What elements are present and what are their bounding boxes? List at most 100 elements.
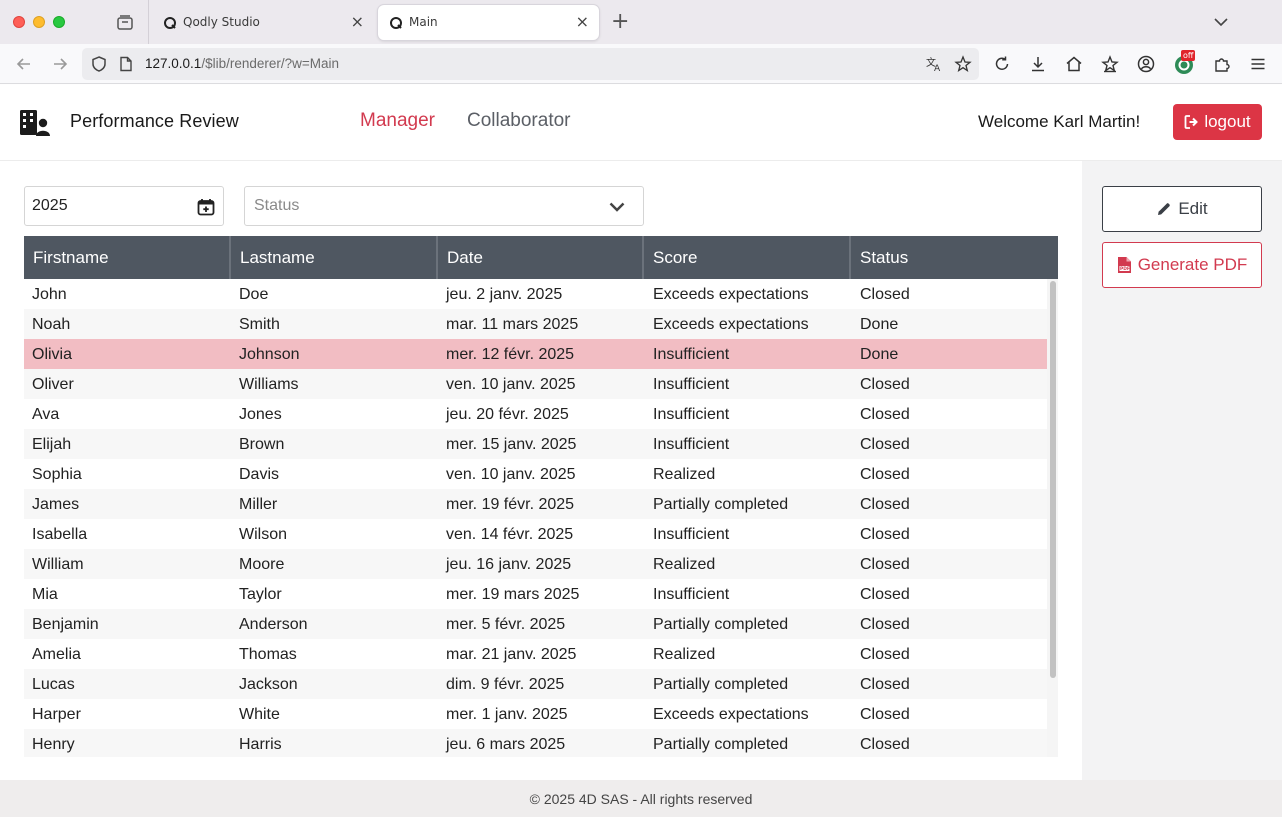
pocket-icon[interactable] [1100, 54, 1120, 74]
account-icon[interactable] [1136, 54, 1156, 74]
tab-title: Main [409, 15, 438, 29]
table-row[interactable]: Harper White mer. 1 janv. 2025 Exceeds expe… [24, 699, 1047, 729]
cell-status: Done [860, 316, 899, 333]
page-icon [120, 56, 132, 72]
cell-lastname: Jones [239, 406, 282, 423]
extensions-puzzle-icon[interactable] [1212, 54, 1232, 74]
table-row[interactable]: Benjamin Anderson mer. 5 févr. 2025 Partial… [24, 609, 1047, 639]
tab-title: Qodly Studio [183, 15, 260, 29]
url-text[interactable]: 127.0.0.1/$lib/renderer/?w=Main [145, 56, 340, 71]
maximize-window-button[interactable] [53, 16, 65, 28]
logout-button[interactable]: logout [1173, 104, 1262, 140]
cell-score: Exceeds expectations [653, 316, 809, 333]
table-row[interactable]: Isabella Wilson ven. 14 févr. 2025 Insuffic… [24, 519, 1047, 549]
table-row[interactable]: Oliver Williams ven. 10 janv. 2025 Insuffic… [24, 369, 1047, 399]
hamburger-menu-icon[interactable] [1248, 54, 1268, 74]
svg-text:A: A [934, 64, 941, 73]
cell-status: Closed [860, 646, 910, 663]
column-header-lastname[interactable]: Lastname [231, 236, 438, 279]
page-footer: © 2025 4D SAS - All rights reserved [0, 780, 1282, 817]
cell-status: Closed [860, 586, 910, 603]
qodly-favicon-icon [390, 17, 402, 29]
bookmark-star-icon[interactable] [954, 55, 972, 73]
generate-pdf-button[interactable]: PDF Generate PDF [1102, 242, 1262, 288]
back-arrow-icon[interactable] [14, 54, 34, 74]
year-date-input[interactable]: 2025 [24, 186, 224, 226]
tab-main[interactable]: Main × [378, 5, 599, 40]
cell-score: Insufficient [653, 406, 730, 423]
cell-date: mer. 15 janv. 2025 [446, 436, 577, 453]
url-bar[interactable]: 127.0.0.1/$lib/renderer/?w=Main 文 A [82, 48, 979, 80]
shield-icon[interactable] [90, 55, 108, 73]
cell-status: Closed [860, 526, 910, 543]
extension-off-icon[interactable]: off [1173, 50, 1197, 76]
nav-collaborator[interactable]: Collaborator [467, 110, 571, 131]
status-select[interactable]: Status [244, 186, 644, 226]
reload-icon[interactable] [992, 54, 1012, 74]
tab-qodly-studio[interactable]: Qodly Studio × [152, 5, 374, 40]
tab-overview-icon[interactable] [116, 13, 134, 31]
translate-icon[interactable]: 文 A [925, 55, 943, 73]
cell-firstname: Sophia [32, 466, 82, 483]
column-header-score[interactable]: Score [644, 236, 851, 279]
chevron-down-icon[interactable] [1212, 13, 1230, 31]
minimize-window-button[interactable] [33, 16, 45, 28]
forward-arrow-icon[interactable] [50, 54, 70, 74]
cell-date: ven. 10 janv. 2025 [446, 466, 576, 483]
close-tab-icon[interactable]: × [575, 12, 589, 31]
cell-firstname: Harper [32, 706, 81, 723]
table-row[interactable]: Ava Jones jeu. 20 févr. 2025 Insufficient Cl… [24, 399, 1047, 429]
cell-firstname: Benjamin [32, 616, 99, 633]
home-icon[interactable] [1064, 54, 1084, 74]
cell-date: mer. 5 févr. 2025 [446, 616, 566, 633]
table-row[interactable]: Lucas Jackson dim. 9 févr. 2025 Partially c… [24, 669, 1047, 699]
cell-date: jeu. 2 janv. 2025 [446, 286, 563, 303]
table-row[interactable]: Mia Taylor mer. 19 mars 2025 Insufficient Cl… [24, 579, 1047, 609]
close-window-button[interactable] [13, 16, 25, 28]
cell-score: Insufficient [653, 346, 730, 363]
cell-status: Done [860, 346, 899, 363]
cell-date: mer. 19 févr. 2025 [446, 496, 575, 513]
table-row[interactable]: Noah Smith mar. 11 mars 2025 Exceeds expect… [24, 309, 1047, 339]
table-body: John Doe jeu. 2 janv. 2025 Exceeds expectat… [24, 279, 1047, 757]
download-icon[interactable] [1028, 54, 1048, 74]
review-table: Firstname Lastname Date Score Status Joh… [24, 236, 1058, 757]
scrollbar-thumb[interactable] [1050, 281, 1056, 678]
column-header-firstname[interactable]: Firstname [24, 236, 231, 279]
column-header-date[interactable]: Date [438, 236, 644, 279]
cell-status: Closed [860, 676, 910, 693]
sign-out-icon [1184, 115, 1199, 129]
tab-separator [148, 0, 149, 44]
svg-text:文: 文 [926, 56, 936, 69]
cell-firstname: James [32, 496, 80, 513]
table-row[interactable]: James Miller mer. 19 févr. 2025 Partially c… [24, 489, 1047, 519]
chevron-down-icon [609, 202, 625, 212]
calendar-plus-icon[interactable] [197, 198, 215, 216]
logout-label: logout [1204, 112, 1251, 131]
cell-firstname: William [32, 556, 84, 573]
table-row[interactable]: Amelia Thomas mar. 21 janv. 2025 Realized Cl… [24, 639, 1047, 669]
table-row[interactable]: Sophia Davis ven. 10 janv. 2025 Realized Clo… [24, 459, 1047, 489]
table-row[interactable]: Olivia Johnson mer. 12 févr. 2025 Insuffici… [24, 339, 1047, 369]
table-row[interactable]: William Moore jeu. 16 janv. 2025 Realized Cl… [24, 549, 1047, 579]
cell-score: Realized [653, 646, 716, 663]
cell-lastname: Miller [239, 496, 278, 513]
table-row[interactable]: Henry Harris jeu. 6 mars 2025 Partially com… [24, 729, 1047, 757]
table-row[interactable]: Elijah Brown mer. 15 janv. 2025 Insufficien… [24, 429, 1047, 459]
column-header-status[interactable]: Status [860, 248, 909, 267]
cell-firstname: Lucas [32, 676, 75, 693]
cell-lastname: Brown [239, 436, 285, 453]
cell-firstname: Henry [32, 736, 75, 753]
close-tab-icon[interactable]: × [350, 12, 364, 31]
cell-lastname: Wilson [239, 526, 288, 543]
cell-lastname: Davis [239, 466, 280, 483]
browser-tab-bar: Qodly Studio × Main × + [0, 0, 1282, 44]
nav-manager[interactable]: Manager [360, 110, 435, 131]
cell-firstname: Elijah [32, 436, 72, 453]
cell-date: mer. 19 mars 2025 [446, 586, 580, 603]
edit-button[interactable]: Edit [1102, 186, 1262, 232]
new-tab-icon[interactable]: + [611, 9, 630, 34]
table-row[interactable]: John Doe jeu. 2 janv. 2025 Exceeds expectat… [24, 279, 1047, 309]
cell-score: Insufficient [653, 526, 730, 543]
table-scrollbar[interactable] [1047, 279, 1058, 757]
